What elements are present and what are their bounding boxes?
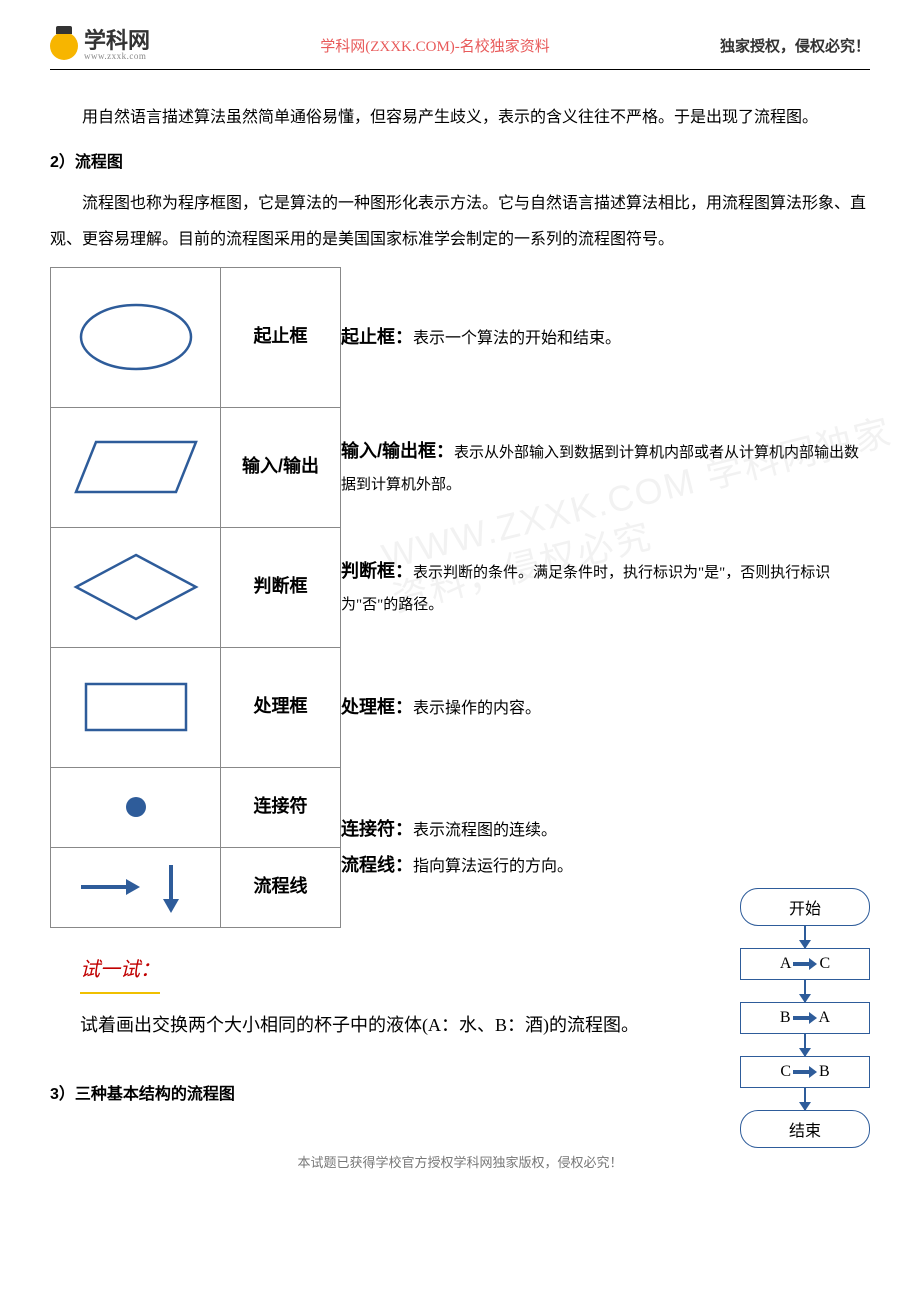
flow-arrow-icon <box>804 980 806 1002</box>
arrow-right-icon <box>793 1013 817 1023</box>
footer: 本试题已获得学校官方授权学科网独家版权，侵权必究！ <box>50 1152 870 1171</box>
label-connector: 连接符 <box>221 767 341 847</box>
section2-title: 2）流程图 <box>50 145 870 180</box>
flow-end: 结束 <box>740 1110 870 1148</box>
flow-arrow-icon <box>804 1088 806 1110</box>
diamond-icon <box>66 547 206 627</box>
tryit-heading: 试一试： <box>80 948 160 994</box>
table-row: 起止框 起止框：表示一个算法的开始和结束。 <box>51 267 871 407</box>
flow-arrow-icon <box>804 926 806 948</box>
page-header: 学科网 www.zxxk.com 学科网(ZXXK.COM)-名校独家资料 独家… <box>50 30 870 70</box>
logo: 学科网 www.zxxk.com <box>50 30 150 61</box>
flow-start: 开始 <box>740 888 870 926</box>
logo-cn: 学科网 <box>84 30 150 52</box>
desc-process: 处理框：表示操作的内容。 <box>341 647 871 767</box>
flow-step1: AC <box>740 948 870 980</box>
arrow-right-icon <box>793 1067 817 1077</box>
shape-io <box>51 407 221 527</box>
flow-step3: CB <box>740 1056 870 1088</box>
symbol-table: 起止框 起止框：表示一个算法的开始和结束。 输入/输出 输入/输出框：表示从外部… <box>50 267 870 928</box>
ellipse-icon <box>71 297 201 377</box>
table-row: 处理框 处理框：表示操作的内容。 <box>51 647 871 767</box>
connector-dot-icon <box>116 787 156 827</box>
label-flowline: 流程线 <box>221 847 341 927</box>
table-row: 连接符 连接符：表示流程图的连续。 流程线：指向算法运行的方向。 <box>51 767 871 847</box>
rectangle-icon <box>71 672 201 742</box>
label-terminal: 起止框 <box>221 267 341 407</box>
shape-flowline <box>51 847 221 927</box>
mini-flowchart: 开始 AC BA CB 结束 <box>740 888 870 1148</box>
desc-terminal: 起止框：表示一个算法的开始和结束。 <box>341 267 871 407</box>
header-center: 学科网(ZXXK.COM)-名校独家资料 <box>320 35 550 56</box>
intro-paragraph: 用自然语言描述算法虽然简单通俗易懂，但容易产生歧义，表示的含义往往不严格。于是出… <box>50 100 870 135</box>
arrow-right-icon <box>793 959 817 969</box>
desc-io: 输入/输出框：表示从外部输入到数据到计算机内部或者从计算机内部输出数据到计算机外… <box>341 407 871 527</box>
label-decision: 判断框 <box>221 527 341 647</box>
shape-connector <box>51 767 221 847</box>
shape-terminal <box>51 267 221 407</box>
label-io: 输入/输出 <box>221 407 341 527</box>
section2-text: 流程图也称为程序框图，它是算法的一种图形化表示方法。它与自然语言描述算法相比，用… <box>50 186 870 256</box>
label-process: 处理框 <box>221 647 341 767</box>
table-row: 输入/输出 输入/输出框：表示从外部输入到数据到计算机内部或者从计算机内部输出数… <box>51 407 871 527</box>
shape-process <box>51 647 221 767</box>
logo-url: www.zxxk.com <box>84 52 150 61</box>
flow-step2: BA <box>740 1002 870 1034</box>
parallelogram-icon <box>66 432 206 502</box>
flow-arrow-icon <box>804 1034 806 1056</box>
flowline-arrows-icon <box>66 857 206 917</box>
logo-icon <box>50 32 78 60</box>
desc-decision: 判断框：表示判断的条件。满足条件时，执行标识为"是"，否则执行标识为"否"的路径… <box>341 527 871 647</box>
shape-decision <box>51 527 221 647</box>
table-row: 判断框 判断框：表示判断的条件。满足条件时，执行标识为"是"，否则执行标识为"否… <box>51 527 871 647</box>
header-right: 独家授权，侵权必究！ <box>720 35 870 56</box>
